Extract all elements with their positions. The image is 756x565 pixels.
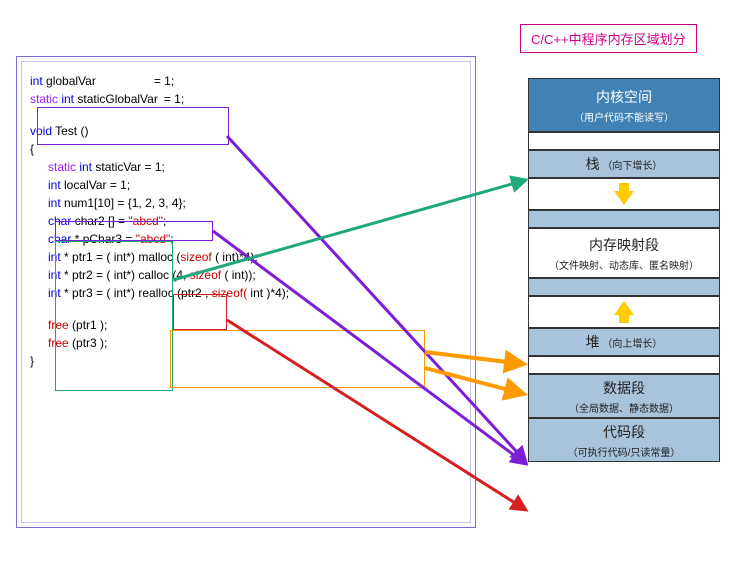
code-line: int * ptr3 = ( int*) realloc (ptr2 , siz…	[30, 284, 462, 302]
diagram-title: C/C++中程序内存区域划分	[520, 24, 697, 53]
memory-block-subtitle: （可执行代码/只读常量）	[568, 444, 681, 459]
code-line: void Test ()	[30, 122, 462, 140]
code-line: {	[30, 140, 462, 158]
memory-block: 代码段 （可执行代码/只读常量）	[528, 418, 720, 462]
code-line: char * pChar3 = "abcd";	[30, 230, 462, 248]
memory-layout: 内核空间 （用户代码不能读写） 栈 （向下增长） 内存映射段 （文件映射、动态库、匿名映…	[528, 78, 720, 462]
memory-block-subtitle: （文件映射、动态库、匿名映射）	[549, 257, 699, 272]
arrow-down-icon	[614, 191, 634, 205]
memory-block: 内存映射段 （文件映射、动态库、匿名映射）	[528, 228, 720, 278]
code-line: int globalVar= 1;	[30, 72, 462, 90]
code-line: int num1[10] = {1, 2, 3, 4};	[30, 194, 462, 212]
memory-block-subtitle: （全局数据、静态数据）	[569, 400, 679, 415]
code-line: free (ptr1 );	[30, 316, 462, 334]
memory-block: 数据段 （全局数据、静态数据）	[528, 374, 720, 418]
code-line: free (ptr3 );	[30, 334, 462, 352]
code-line: char char2 [] = "abcd";	[30, 212, 462, 230]
memory-block-title: 数据段	[603, 378, 645, 398]
memory-block: 栈 （向下增长）	[528, 150, 720, 178]
code-line: int * ptr1 = ( int*) malloc (sizeof ( in…	[30, 248, 462, 266]
blank-line	[30, 108, 462, 122]
memory-block-title: 代码段	[603, 422, 645, 442]
memory-block: 内核空间 （用户代码不能读写）	[528, 78, 720, 132]
memory-block	[528, 296, 720, 328]
code-panel-outer: int globalVar= 1; static int staticGloba…	[16, 56, 476, 528]
memory-block-subtitle: （用户代码不能读写）	[574, 109, 674, 124]
code-line: int localVar = 1;	[30, 176, 462, 194]
memory-block	[528, 132, 720, 150]
memory-block: 堆 （向上增长）	[528, 328, 720, 356]
memory-block-title: 内存映射段	[589, 235, 659, 255]
memory-block-title: 堆 （向上增长）	[586, 332, 663, 352]
code-line: static int staticGlobalVar= 1;	[30, 90, 462, 108]
memory-block	[528, 278, 720, 296]
memory-block-title: 栈 （向下增长）	[586, 154, 663, 174]
code-line: }	[30, 352, 462, 370]
code-line: static int staticVar = 1;	[30, 158, 462, 176]
blank-line	[30, 302, 462, 316]
memory-block	[528, 210, 720, 228]
code-panel-inner: int globalVar= 1; static int staticGloba…	[21, 61, 471, 523]
code-line: int * ptr2 = ( int*) calloc (4, sizeof (…	[30, 266, 462, 284]
arrow-up-icon	[614, 301, 634, 315]
memory-block-title: 内核空间	[596, 87, 652, 107]
memory-block	[528, 356, 720, 374]
memory-block	[528, 178, 720, 210]
